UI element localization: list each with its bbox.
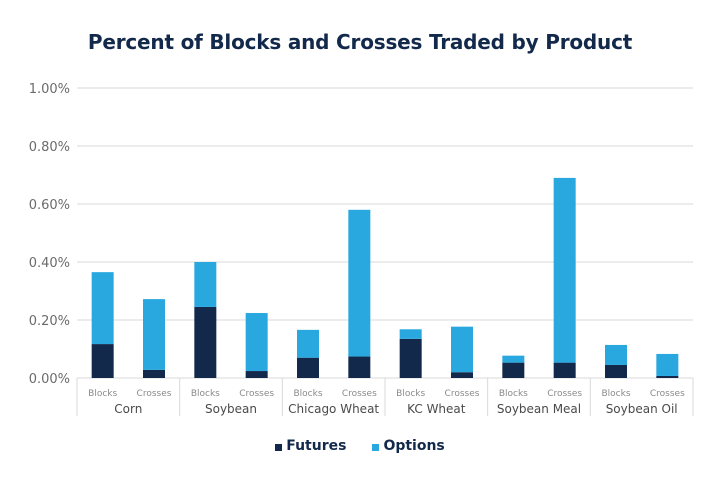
legend-swatch-options xyxy=(372,444,380,451)
legend-item-options: Options xyxy=(372,438,445,454)
x-subcategory-label: Blocks xyxy=(293,389,322,399)
bar-options-soybean-oil-crosses xyxy=(656,353,679,376)
bar-futures-corn-crosses xyxy=(143,369,165,378)
legend-label-options: Options xyxy=(383,438,445,454)
bar-futures-chicago-wheat-crosses xyxy=(348,356,371,378)
x-subcategory-label: Blocks xyxy=(88,389,117,399)
y-tick-label: 0.40% xyxy=(29,256,70,271)
x-subcategory-label: Blocks xyxy=(191,389,220,399)
x-subcategory-label: Blocks xyxy=(601,389,630,399)
x-group-label: Soybean Oil xyxy=(606,402,678,416)
bar-futures-soybean-meal-crosses xyxy=(553,362,576,378)
legend-item-futures: Futures xyxy=(275,438,346,454)
bar-futures-soybean-meal-blocks xyxy=(502,362,525,378)
x-group-label: Chicago Wheat xyxy=(288,402,379,416)
bar-options-chicago-wheat-crosses xyxy=(348,209,371,357)
bar-futures-soybean-blocks xyxy=(194,306,217,378)
x-subcategory-label: Crosses xyxy=(137,389,172,399)
x-subcategory-label: Crosses xyxy=(239,389,274,399)
bar-options-kc-wheat-crosses xyxy=(451,326,473,373)
bar-options-soybean-meal-blocks xyxy=(502,355,525,363)
x-subcategory-label: Crosses xyxy=(342,389,377,399)
x-group-label: Soybean xyxy=(205,402,257,416)
bar-options-soybean-crosses xyxy=(245,313,268,372)
bar-futures-soybean-oil-crosses xyxy=(656,375,679,378)
bar-options-corn-crosses xyxy=(143,299,165,370)
bar-options-kc-wheat-blocks xyxy=(399,329,422,339)
x-subcategory-label: Blocks xyxy=(499,389,528,399)
x-subcategory-label: Crosses xyxy=(547,389,582,399)
bar-options-corn-blocks xyxy=(91,272,114,345)
bar-futures-kc-wheat-crosses xyxy=(451,372,473,378)
legend: Futures Options xyxy=(0,438,720,454)
bar-options-soybean-blocks xyxy=(194,262,217,307)
x-subcategory-label: Blocks xyxy=(396,389,425,399)
bar-options-chicago-wheat-blocks xyxy=(297,329,319,358)
bar-futures-soybean-oil-blocks xyxy=(605,364,627,378)
chart-title: Percent of Blocks and Crosses Traded by … xyxy=(87,30,633,54)
y-tick-label: 0.60% xyxy=(29,198,70,213)
bar-futures-chicago-wheat-blocks xyxy=(297,357,319,378)
bar-futures-soybean-crosses xyxy=(245,371,268,378)
bar-futures-kc-wheat-blocks xyxy=(399,338,422,378)
bar-options-soybean-meal-crosses xyxy=(553,177,576,363)
x-subcategory-label: Crosses xyxy=(445,389,480,399)
y-tick-label: 0.80% xyxy=(29,140,70,155)
y-tick-label: 0.00% xyxy=(29,372,70,387)
x-group-label: Corn xyxy=(114,402,142,416)
x-group-label: KC Wheat xyxy=(407,402,466,416)
y-tick-label: 1.00% xyxy=(29,82,70,97)
x-group-label: Soybean Meal xyxy=(497,402,581,416)
bar-options-soybean-oil-blocks xyxy=(605,344,627,365)
bar-futures-corn-blocks xyxy=(91,344,114,378)
legend-swatch-futures xyxy=(275,444,283,451)
legend-label-futures: Futures xyxy=(286,438,347,454)
x-subcategory-label: Crosses xyxy=(650,389,685,399)
y-tick-label: 0.20% xyxy=(29,314,70,329)
